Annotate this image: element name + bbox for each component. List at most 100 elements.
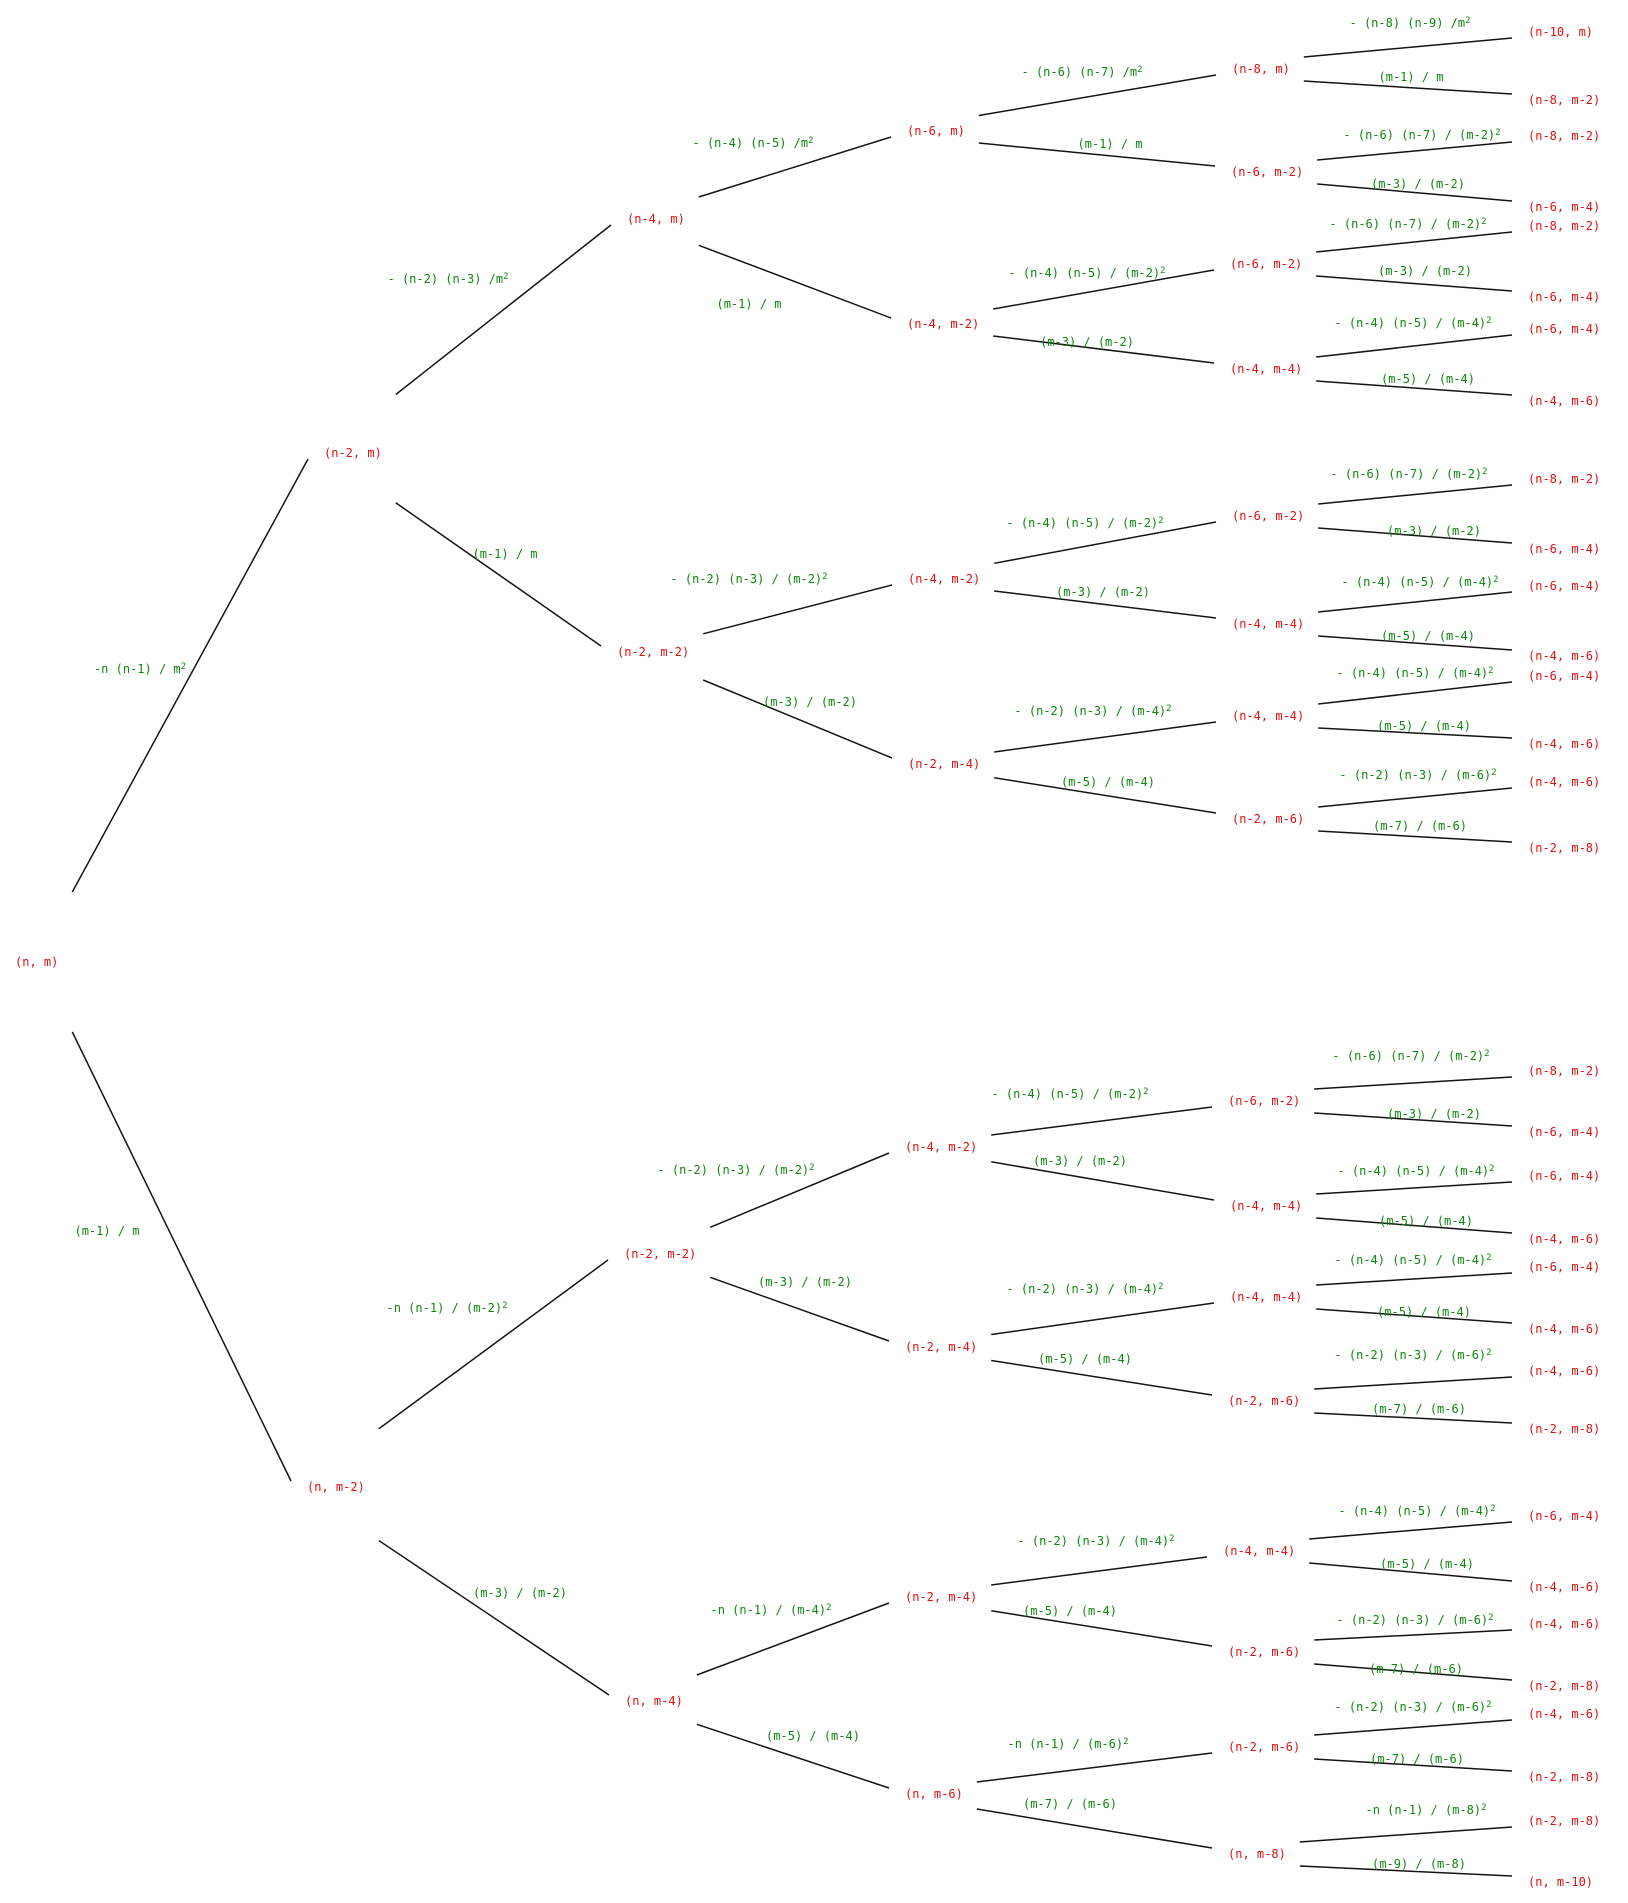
- edge-weight-label: (m-3) / (m-2): [1040, 335, 1134, 349]
- tree-node: (n-4, m-4): [1230, 1199, 1303, 1213]
- edge-weight-label: (m-5) / (m-4): [1381, 372, 1475, 386]
- tree-leaf-node: (n-8, m-2): [1528, 219, 1601, 233]
- edge-line: [1314, 1112, 1513, 1127]
- edge-weight-label: - (n-2) (n-3) / (m-2)2: [670, 572, 828, 586]
- tree-node: (n-6, m-2): [1228, 1094, 1301, 1108]
- edge-line: [709, 1152, 890, 1228]
- tree-leaf-node: (n-2, m-8): [1528, 841, 1601, 855]
- edge-line: [703, 584, 893, 635]
- edge-weight-label: (m-7) / (m-6): [1373, 819, 1467, 833]
- edge-weight-label: (m-5) / (m-4): [1377, 719, 1471, 733]
- edge-line: [994, 590, 1217, 619]
- tree-node: (n, m-4): [625, 1694, 683, 1708]
- tree-node: (n-2, m-2): [617, 645, 690, 659]
- edge-line: [1318, 527, 1513, 544]
- edge-weight-label: -n (n-1) / (m-8)2: [1365, 1803, 1487, 1817]
- superscript-2: 2: [503, 272, 509, 282]
- edge-line: [991, 1161, 1215, 1201]
- edge-line: [1318, 635, 1513, 651]
- tree-node: (n, m-2): [307, 1480, 365, 1494]
- edge-weight-label: - (n-4) (n-5) / (m-4)2: [1334, 1253, 1492, 1267]
- tree-leaf-node: (n-4, m-6): [1528, 1232, 1601, 1246]
- tree-node: (n-4, m-4): [1232, 617, 1305, 631]
- edge-weight-label: -n (n-1) / m2: [93, 662, 187, 676]
- superscript-2: 2: [1490, 1504, 1496, 1514]
- edge-weight-label: - (n-4) (n-5) / (m-4)2: [1337, 1164, 1495, 1178]
- tree-leaf-node: (n-6, m-4): [1528, 1260, 1601, 1274]
- edge-line: [991, 1302, 1215, 1336]
- edge-weight-label: - (n-4) (n-5) / (m-4)2: [1334, 316, 1492, 330]
- edge-line: [993, 269, 1215, 310]
- edge-weight-label: (m-5) / (m-4): [1380, 1557, 1474, 1571]
- superscript-2: 2: [1166, 704, 1172, 714]
- tree-node: (n-4, m-4): [1230, 362, 1303, 376]
- edge-line: [1314, 1758, 1513, 1772]
- edge-line: [1303, 37, 1513, 58]
- tree-node: (n-6, m): [907, 124, 965, 138]
- edge-line: [395, 224, 612, 396]
- tree-node: (n-4, m-2): [908, 572, 981, 586]
- edge-line: [994, 777, 1217, 814]
- edge-weight-label: - (n-2) (n-3) / (m-6)2: [1336, 1613, 1494, 1627]
- edge-line: [991, 1556, 1208, 1586]
- edge-line: [1316, 380, 1513, 396]
- edge-weight-label: - (n-4) (n-5) / (m-2)2: [991, 1087, 1149, 1101]
- tree-leaf-node: (n-10, m): [1528, 25, 1594, 39]
- edge-weight-label: (m-5) / (m-4): [1023, 1604, 1117, 1618]
- edge-line: [1318, 591, 1513, 613]
- tree-node: (n-4, m-2): [907, 317, 980, 331]
- tree-leaf-node: (n-6, m-4): [1528, 290, 1601, 304]
- edge-line: [1318, 830, 1513, 843]
- superscript-2: 2: [826, 1603, 832, 1613]
- edge-line: [378, 1259, 609, 1430]
- edge-weight-label: (m-1) / m: [716, 297, 782, 311]
- edge-weight-label: (m-3) / (m-2): [1387, 524, 1481, 538]
- tree-leaf-node: (n-4, m-6): [1528, 1364, 1601, 1378]
- tree-node: (n-2, m-4): [905, 1590, 978, 1604]
- edge-line: [696, 1723, 890, 1789]
- edge-line: [1314, 1719, 1513, 1736]
- edge-line: [1318, 787, 1513, 808]
- edge-weight-label: -n (n-1) / (m-6)2: [1007, 1737, 1129, 1751]
- edge-line: [978, 142, 1216, 167]
- edge-weight-label: - (n-2) (n-3) /m2: [387, 272, 509, 286]
- tree-leaf-node: (n-8, m-2): [1528, 472, 1601, 486]
- superscript-2: 2: [1488, 666, 1494, 676]
- tree-leaf-node: (n-4, m-6): [1528, 1580, 1601, 1594]
- edge-weight-label: (m-5) / (m-4): [1381, 629, 1475, 643]
- superscript-2: 2: [1486, 316, 1492, 326]
- edge-weight-label: (m-3) / (m-2): [763, 695, 857, 709]
- edge-line: [698, 136, 892, 198]
- tree-node: (n-2, m-6): [1232, 812, 1305, 826]
- edge-weight-label: (m-3) / (m-2): [1033, 1154, 1127, 1168]
- edge-weight-label: - (n-2) (n-3) / (m-4)2: [1006, 1282, 1164, 1296]
- superscript-2: 2: [1484, 1049, 1490, 1059]
- edge-weight-label: - (n-6) (n-7) /m2: [1021, 65, 1143, 79]
- tree-node: (n-2, m-6): [1228, 1394, 1301, 1408]
- edge-weight-label: - (n-4) (n-5) / (m-2)2: [1008, 266, 1166, 280]
- edge-line: [1316, 231, 1513, 253]
- edge-line: [994, 521, 1217, 565]
- edge-weight-label: (m-7) / (m-6): [1369, 1662, 1463, 1676]
- edge-line: [702, 679, 893, 759]
- edge-line: [698, 244, 892, 319]
- edge-weight-label: (m-9) / (m-8): [1372, 1857, 1466, 1871]
- superscript-2: 2: [1486, 1253, 1492, 1263]
- superscript-2: 2: [1481, 217, 1487, 227]
- edge-weight-label: (m-1) / m: [1378, 70, 1444, 84]
- tree-node: (n, m-6): [905, 1787, 963, 1801]
- edge-weight-label: (m-3) / (m-2): [1378, 264, 1472, 278]
- tree-leaf-node: (n-6, m-4): [1528, 200, 1601, 214]
- superscript-2: 2: [180, 662, 187, 672]
- edge-weight-label: - (n-6) (n-7) / (m-2)2: [1332, 1049, 1490, 1063]
- edge-weight-label: (m-3) / (m-2): [473, 1586, 567, 1600]
- edge-line: [1314, 1663, 1513, 1681]
- superscript-2: 2: [1489, 1164, 1495, 1174]
- edge-line: [1318, 681, 1513, 705]
- edge-weight-label: (m-5) / (m-4): [1379, 1214, 1473, 1228]
- superscript-2: 2: [1158, 516, 1164, 526]
- edge-weight-label: - (n-2) (n-3) / (m-6)2: [1334, 1700, 1492, 1714]
- tree-node: (n-4, m-2): [905, 1140, 978, 1154]
